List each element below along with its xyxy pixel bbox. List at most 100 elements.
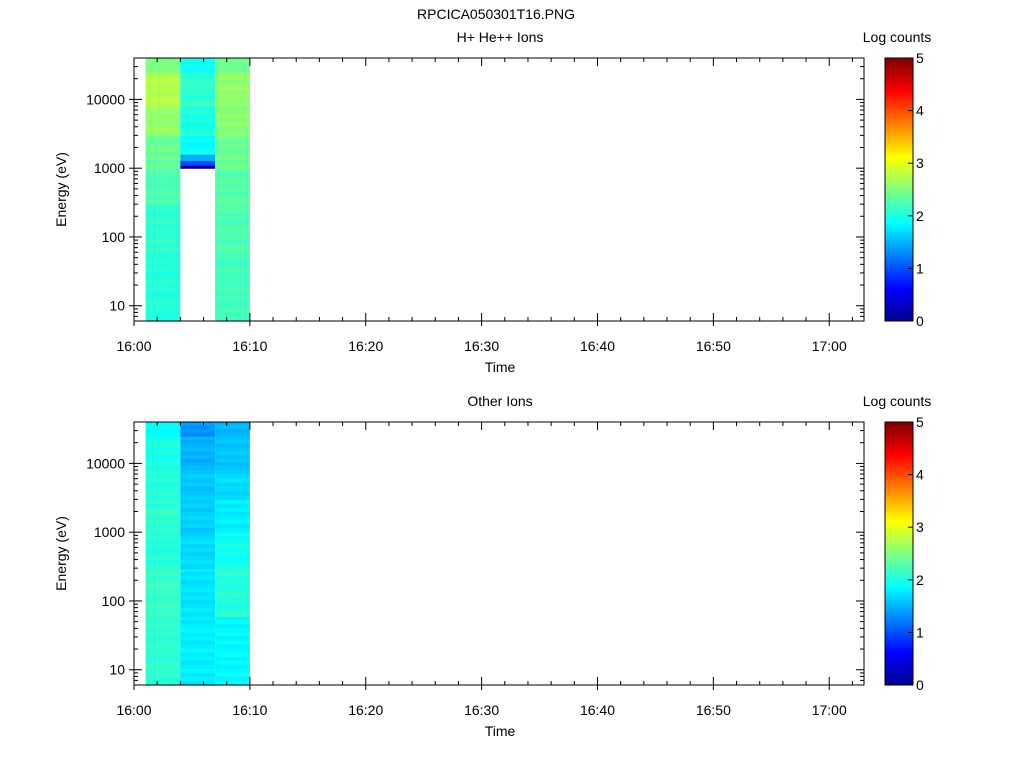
heatmap-cell <box>180 422 216 427</box>
heatmap-cell <box>145 94 181 100</box>
heatmap-cell <box>145 79 181 84</box>
colorbar-band <box>885 58 913 62</box>
heatmap-cell <box>215 491 250 496</box>
heatmap-cell <box>215 143 250 149</box>
heatmap-cell <box>215 212 250 217</box>
colorbar-band <box>885 310 913 314</box>
colorbar-band <box>885 113 913 117</box>
colorbar-band <box>885 200 913 204</box>
colorbar-band <box>885 550 913 554</box>
x-axis-label: Time <box>485 359 516 375</box>
heatmap-cell <box>145 644 181 650</box>
heatmap-cell <box>215 131 250 136</box>
colorbar-band <box>885 136 913 141</box>
colorbar-band <box>885 213 913 217</box>
heatmap-cell <box>180 628 216 634</box>
heatmap-cell <box>145 118 181 124</box>
heatmap-cell <box>180 660 216 666</box>
colorbar-tick-label: 5 <box>916 50 924 66</box>
colorbar-band <box>885 150 913 154</box>
heatmap-cell <box>180 87 216 92</box>
heatmap-cell <box>180 580 216 585</box>
heatmap-cell <box>215 135 250 141</box>
heatmap-cell <box>145 276 181 282</box>
colorbar-band <box>885 671 913 675</box>
colorbar-band <box>885 231 913 235</box>
heatmap-cell <box>215 296 250 302</box>
heatmap-cell <box>180 462 216 467</box>
colorbar-band <box>885 302 913 306</box>
heatmap-cell <box>145 540 181 545</box>
heatmap-cell <box>180 519 216 525</box>
heatmap-cell <box>215 640 250 646</box>
colorbar-band <box>885 147 913 151</box>
colorbar-band <box>885 564 913 568</box>
heatmap-cell <box>180 146 216 151</box>
colorbar-band <box>885 456 913 460</box>
colorbar-band <box>885 194 913 198</box>
heatmap-cell <box>145 127 181 132</box>
colorbar-band <box>885 619 913 623</box>
colorbar-band <box>885 197 913 201</box>
heatmap-cell <box>145 131 181 136</box>
heatmap-cell <box>145 260 181 265</box>
heatmap-cell <box>215 284 250 290</box>
heatmap-cell <box>180 640 216 646</box>
heatmap-cell <box>180 58 216 63</box>
colorbar-band <box>885 598 913 602</box>
heatmap-cell <box>215 300 250 306</box>
heatmap-cell <box>215 478 250 484</box>
colorbar-tick-label: 1 <box>916 624 924 640</box>
heatmap-cell <box>180 604 216 609</box>
heatmap-cell <box>180 616 216 621</box>
colorbar-tick-label: 4 <box>916 467 924 483</box>
heatmap-cell <box>215 102 250 107</box>
heatmap-cell <box>215 118 250 124</box>
heatmap-cell <box>215 540 250 545</box>
colorbar-band <box>885 443 913 447</box>
colorbar-band <box>885 514 913 518</box>
heatmap-cell <box>180 478 216 484</box>
colorbar-tick-label: 0 <box>916 677 924 693</box>
heatmap-cell <box>145 208 181 213</box>
colorbar-band <box>885 495 913 499</box>
colorbar-band <box>885 624 913 628</box>
heatmap-cell <box>145 652 181 658</box>
heatmap-cell <box>215 240 250 245</box>
heatmap-cell <box>215 495 250 500</box>
colorbar-band <box>885 545 913 549</box>
y-axis-label: Energy (eV) <box>53 152 69 227</box>
heatmap-cell <box>180 495 216 500</box>
heatmap-cell <box>145 466 181 471</box>
heatmap-cell <box>180 528 216 533</box>
heatmap-cell <box>180 511 216 517</box>
colorbar-band <box>885 677 913 681</box>
heatmap-cell <box>145 220 181 225</box>
heatmap-cell <box>215 159 250 165</box>
heatmap-cell <box>145 612 181 617</box>
heatmap-cell <box>145 83 181 88</box>
heatmap-cell <box>145 184 181 189</box>
heatmap-cell <box>180 83 216 88</box>
heatmap-cell <box>145 600 181 605</box>
colorbar-band <box>885 569 913 573</box>
heatmap-cell <box>145 296 181 302</box>
colorbar-frame <box>884 421 914 686</box>
heatmap-cell <box>215 576 250 581</box>
colorbar-tick-label: 3 <box>916 519 924 535</box>
colorbar-band <box>885 553 913 557</box>
colorbar-band <box>885 94 913 98</box>
colorbar-band <box>885 100 913 104</box>
heatmap-cell <box>180 523 216 529</box>
colorbar-band <box>885 81 913 85</box>
colorbar-band <box>885 155 913 159</box>
heatmap-cell <box>215 268 250 274</box>
colorbar-band <box>885 616 913 620</box>
heatmap-cell <box>145 632 181 638</box>
colorbar-band <box>885 207 913 212</box>
colorbar-band <box>885 263 913 267</box>
x-axis-label: Time <box>485 723 516 739</box>
heatmap-cell <box>180 644 216 650</box>
heatmap-cell <box>145 58 181 63</box>
heatmap-cell <box>145 224 181 229</box>
